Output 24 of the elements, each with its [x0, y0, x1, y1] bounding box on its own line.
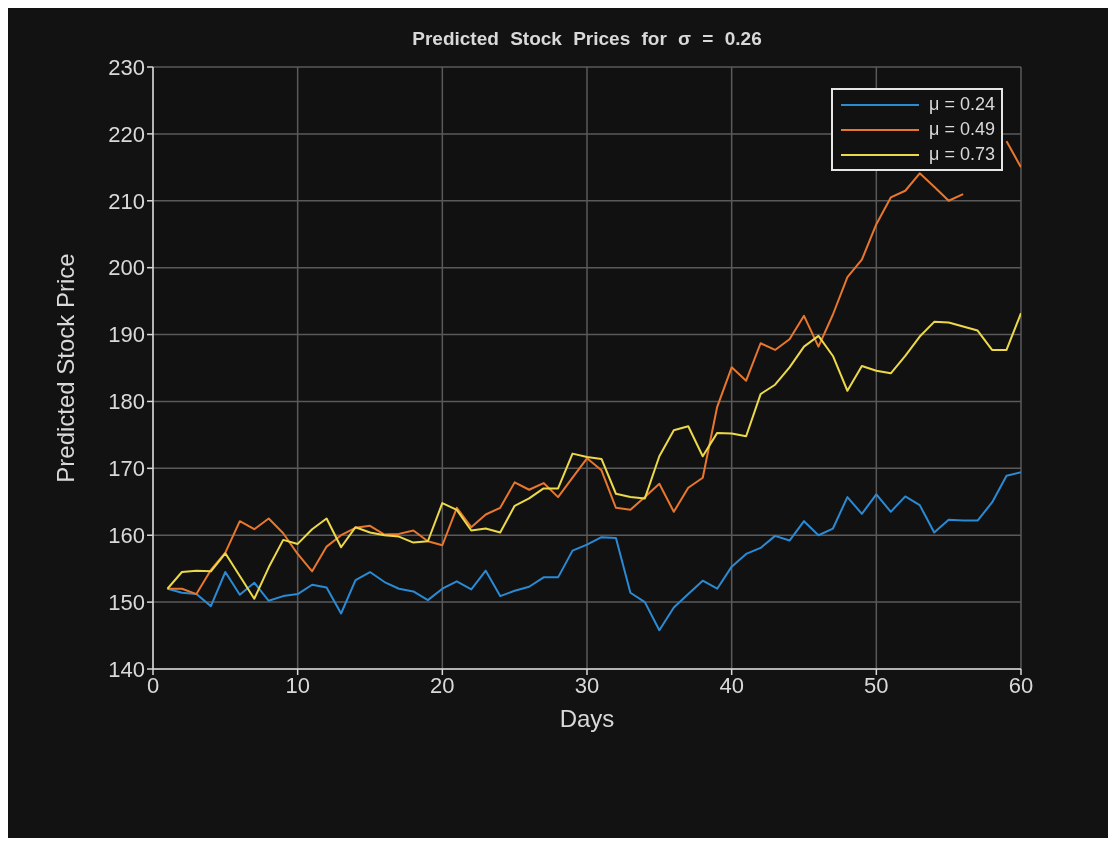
- legend-label: μ = 0.49: [929, 119, 995, 140]
- x-tick-label: 0: [146, 672, 160, 698]
- legend-label: μ = 0.24: [929, 94, 995, 115]
- x-tick-label: 40: [719, 672, 744, 698]
- y-tick-label: 170: [108, 456, 145, 482]
- y-tick-label: 140: [108, 656, 145, 682]
- y-tick-label: 200: [108, 255, 145, 281]
- y-tick-label: 220: [108, 121, 145, 147]
- x-tick-label: 50: [864, 672, 889, 698]
- y-tick-label: 180: [108, 389, 145, 415]
- y-tick-label: 210: [108, 188, 145, 214]
- x-tick-label: 10: [285, 672, 310, 698]
- line-series: [166, 312, 1021, 600]
- y-axis-title: Predicted Stock Price: [51, 253, 79, 483]
- y-tick-label: 230: [108, 54, 145, 80]
- x-tick-label: 60: [1008, 672, 1034, 698]
- chart-title: Predicted Stock Prices for σ = 0.26: [411, 28, 763, 50]
- y-tick-label: 190: [108, 322, 145, 348]
- y-tick-label: 160: [108, 523, 145, 549]
- y-tick-label: 150: [108, 589, 145, 615]
- x-tick-label: 20: [430, 672, 455, 698]
- x-axis-title: Days: [559, 705, 615, 732]
- legend-label: μ = 0.73: [929, 144, 995, 165]
- x-tick-label: 30: [574, 672, 600, 698]
